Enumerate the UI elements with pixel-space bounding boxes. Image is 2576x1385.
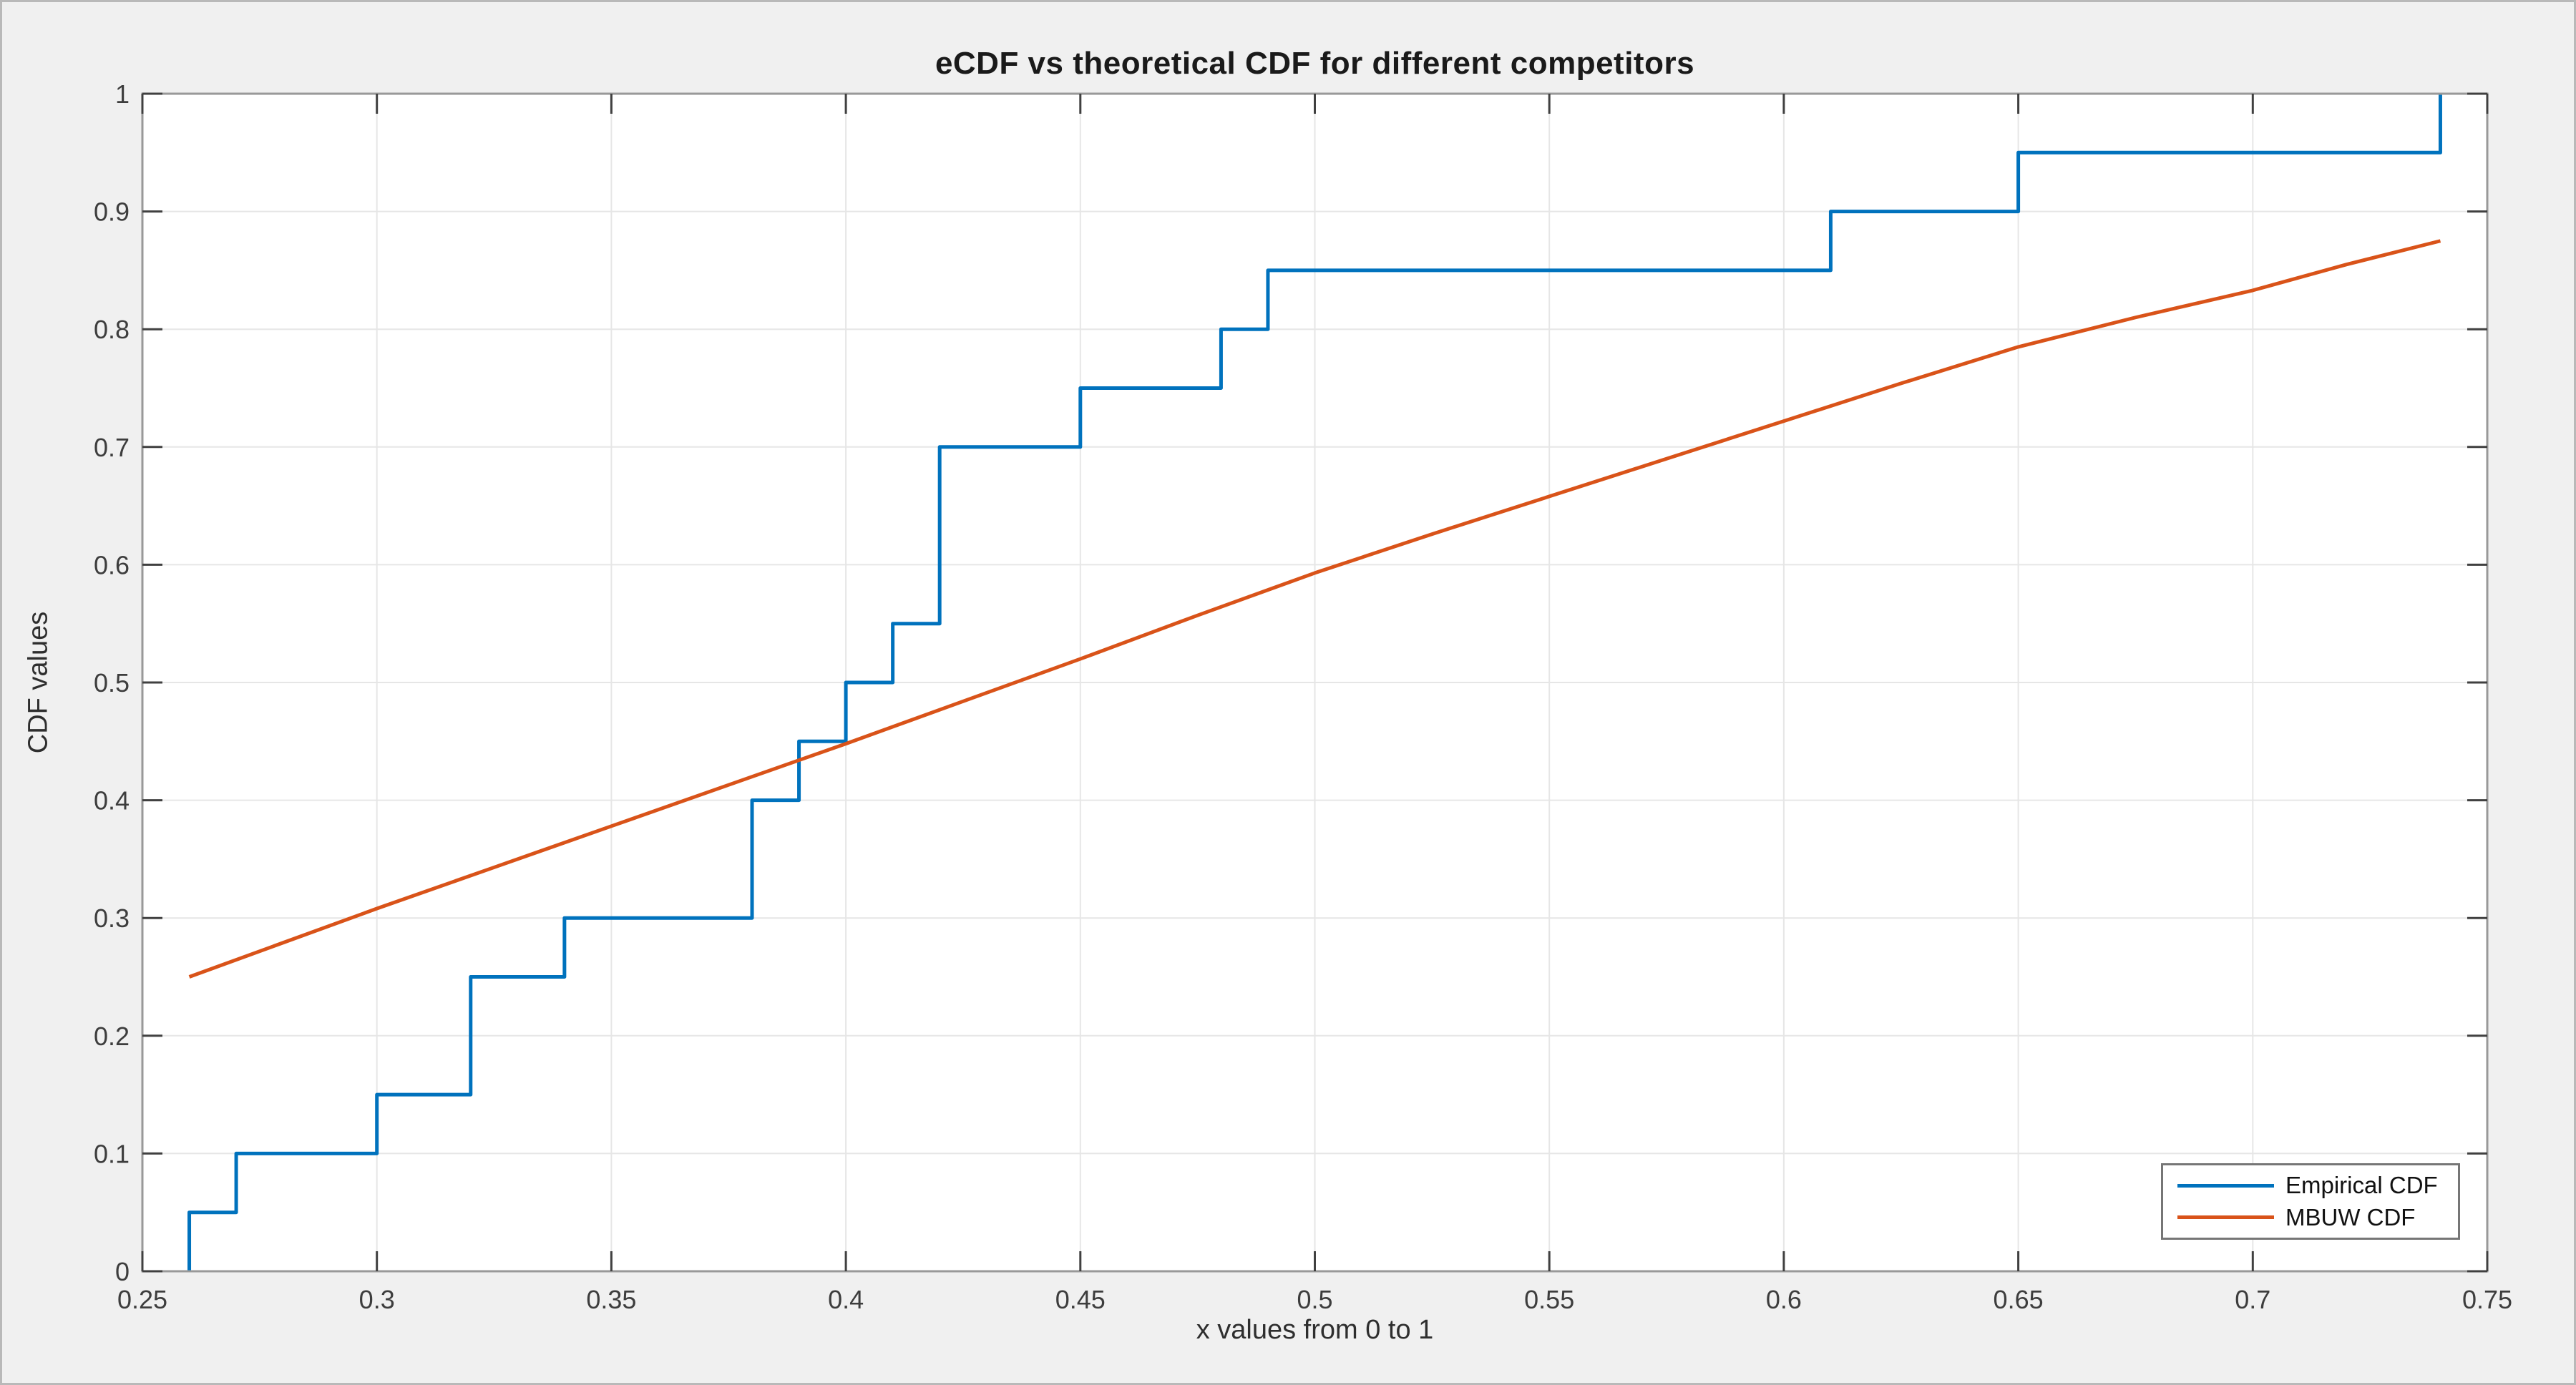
y-tick-label: 0.9 [94,197,130,227]
x-tick-label: 0.7 [2235,1285,2270,1314]
x-tick-label: 0.75 [2462,1285,2512,1314]
x-tick-label: 0.4 [828,1285,864,1314]
x-axis-label: x values from 0 to 1 [1196,1315,1434,1345]
legend-item-empirical-cdf: Empirical CDF [2177,1172,2451,1199]
x-tick-label: 0.3 [359,1285,395,1314]
x-tick-label: 0.25 [117,1285,167,1314]
y-tick-label: 0.8 [94,315,130,344]
legend-item-mbuw-cdf: MBUW CDF [2177,1204,2451,1231]
y-tick-label: 0.3 [94,904,130,933]
x-tick-label: 0.65 [1994,1285,2044,1314]
legend-label-mbuw: MBUW CDF [2285,1203,2416,1230]
chart-title: eCDF vs theoretical CDF for different co… [935,46,1695,81]
x-tick-label: 0.55 [1524,1285,1574,1314]
series-mbuw-cdf [188,239,2441,979]
y-tick-label: 0.1 [94,1139,130,1168]
legend: Empirical CDF MBUW CDF [2161,1163,2460,1240]
legend-line-sample-mbuw [2177,1215,2274,1220]
x-tick-label: 0.35 [586,1285,636,1314]
legend-line-sample-empirical [2177,1183,2274,1188]
y-tick-label: 0.2 [94,1022,130,1051]
x-tick-label: 0.6 [1766,1285,1802,1314]
series-empirical-cdf [187,94,2442,1271]
x-tick-label: 0.5 [1297,1285,1332,1314]
y-axis-label: CDF values [23,611,54,754]
y-tick-label: 0.7 [94,433,130,462]
x-tick-label: 0.45 [1055,1285,1106,1314]
y-tick-label: 0.6 [94,550,130,579]
legend-label-empirical: Empirical CDF [2285,1172,2438,1199]
y-tick-label: 0.5 [94,668,130,698]
y-tick-label: 0 [115,1257,130,1286]
y-tick-label: 0.4 [94,786,130,816]
y-tick-label: 1 [115,79,130,109]
